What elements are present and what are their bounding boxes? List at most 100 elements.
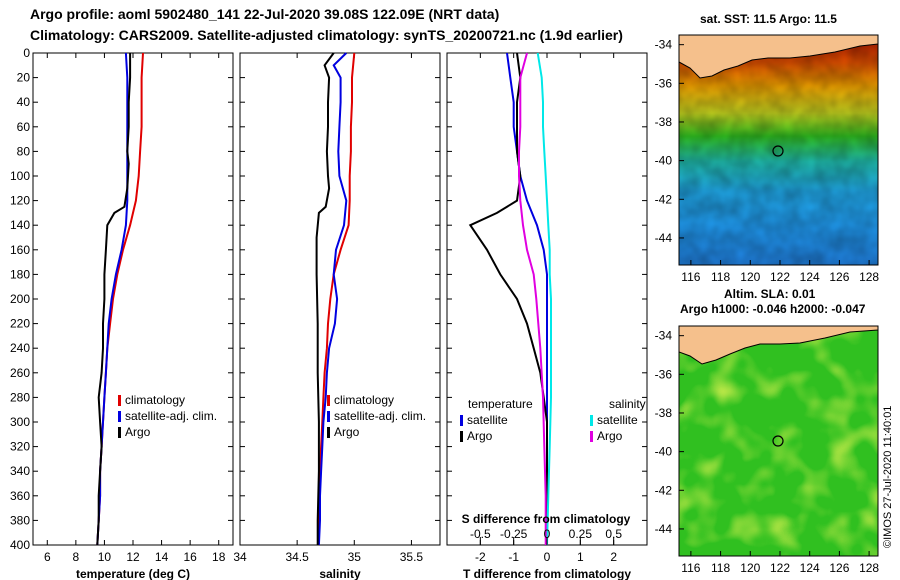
y-tick-label: 0 — [23, 46, 30, 60]
lon-tick-label: 126 — [829, 561, 849, 575]
legend-label: Argo — [597, 429, 623, 443]
series-line-climatology — [317, 52, 356, 545]
series-line-temperature-argo — [468, 52, 548, 545]
x-tick-label: 16 — [183, 550, 197, 564]
x-tick-label: -2 — [475, 550, 486, 564]
y-tick-label: 200 — [10, 292, 30, 306]
x-tick-label: 2 — [610, 550, 617, 564]
lat-tick-label: -42 — [655, 483, 673, 497]
series-line-argo — [315, 52, 335, 545]
legend-swatch — [327, 411, 330, 422]
legend-swatch — [118, 395, 121, 406]
y-tick-label: 180 — [10, 267, 30, 281]
legend-label: Argo — [467, 429, 493, 443]
lon-tick-label: 116 — [681, 561, 700, 575]
lat-tick-label: -40 — [655, 154, 673, 168]
sst-map-frame — [678, 34, 879, 266]
lon-tick-label: 128 — [859, 561, 879, 575]
profile-panels: 0204060801001201401601802002202402602803… — [10, 46, 648, 580]
sla-profile-marker — [772, 435, 784, 447]
legend-swatch — [118, 427, 121, 438]
sst-coastline-land — [679, 35, 878, 79]
y-tick-label: 300 — [10, 415, 30, 429]
x-tick-label: 14 — [155, 550, 169, 564]
legend-swatch — [118, 411, 121, 422]
lat-tick-label: -36 — [655, 367, 673, 381]
legend-label: satellite-adj. clim. — [125, 409, 217, 423]
y-tick-label: 20 — [17, 71, 31, 85]
lat-tick-label: -44 — [655, 231, 673, 245]
y-tick-label: 60 — [17, 120, 31, 134]
y-tick-label: 100 — [10, 169, 30, 183]
legend-header: salinity — [609, 397, 646, 411]
profile-panel-1: 0 20 40 60 80 100 120 140 160 180 200 220 240 260 280 3… — [10, 46, 234, 580]
series-line-argo — [96, 53, 132, 546]
secondary-tick-label: -0.25 — [500, 527, 528, 541]
legend-swatch — [460, 415, 463, 426]
secondary-tick-label: 0.25 — [569, 527, 593, 541]
lon-tick-label: 122 — [770, 270, 790, 284]
x-tick-label: 8 — [73, 550, 80, 564]
lon-tick-label: 122 — [770, 561, 790, 575]
x-tick-label: 0 — [544, 550, 551, 564]
y-tick-label: 260 — [10, 366, 30, 380]
sst-map-label: sat. SST: 11.5 Argo: 11.5 — [700, 12, 837, 26]
sst-map — [679, 35, 878, 265]
legend-swatch — [327, 395, 330, 406]
series-line-salinity-argo — [518, 52, 547, 545]
x-axis-label: salinity — [319, 567, 361, 580]
x-axis-label: temperature (deg C) — [76, 567, 190, 580]
y-tick-label: 80 — [17, 144, 31, 158]
lat-tick-label: -38 — [655, 406, 673, 420]
x-tick-label: 35.5 — [400, 550, 424, 564]
sst-profile-marker — [772, 145, 784, 157]
secondary-tick-label: 0 — [544, 527, 551, 541]
lat-tick-label: -38 — [655, 115, 673, 129]
lat-tick-label: -42 — [655, 192, 673, 206]
lon-tick-label: 128 — [859, 270, 879, 284]
y-tick-label: 140 — [10, 218, 30, 232]
legend-label: climatology — [334, 393, 394, 407]
x-tick-label: 10 — [98, 550, 112, 564]
legend-label: Argo — [125, 425, 151, 439]
series-line-salinity-satellite — [536, 52, 552, 546]
x-tick-label: -1 — [508, 550, 519, 564]
sla-map-frame — [678, 325, 879, 557]
x-axis-label: T difference from climatology — [463, 567, 631, 580]
legend-label: Argo — [334, 425, 360, 439]
y-tick-label: 380 — [10, 513, 30, 527]
legend-swatch — [590, 431, 593, 442]
y-tick-label: 240 — [10, 341, 30, 355]
secondary-axis-label: S difference from climatology — [462, 512, 631, 526]
x-tick-label: 12 — [126, 550, 140, 564]
secondary-tick-label: -0.5 — [470, 527, 491, 541]
legend-label: satellite-adj. clim. — [334, 409, 426, 423]
sla-map — [679, 326, 878, 556]
map-2-ticks: -34 -36 -38 -40 -42 -44 116 118 120 122 124 126 128 — [655, 329, 880, 575]
x-tick-label: 6 — [44, 550, 51, 564]
panel-frame — [32, 52, 234, 546]
x-tick-label: 34.5 — [285, 550, 309, 564]
lat-tick-label: -34 — [655, 38, 673, 52]
y-tick-label: 320 — [10, 440, 30, 454]
lat-tick-label: -34 — [655, 329, 673, 343]
lon-tick-label: 124 — [800, 270, 820, 284]
title-line-2: Climatology: CARS2009. Satellite-adjuste… — [30, 27, 623, 43]
y-tick-label: 340 — [10, 464, 30, 478]
secondary-tick-label: 0.5 — [605, 527, 622, 541]
profile-panel-2: 34 34.5 35 35.5 salinity climatology satellite… — [233, 52, 441, 580]
lon-tick-label: 118 — [711, 270, 730, 284]
x-tick-label: 34 — [233, 550, 247, 564]
lon-tick-label: 118 — [711, 561, 730, 575]
legend-swatch — [327, 427, 330, 438]
lon-tick-label: 124 — [800, 561, 820, 575]
y-tick-label: 360 — [10, 489, 30, 503]
sla-texture — [679, 326, 878, 556]
y-tick-label: 40 — [17, 95, 31, 109]
y-tick-label: 220 — [10, 317, 30, 331]
sla-map-label-2: Argo h1000: -0.046 h2000: -0.047 — [680, 302, 866, 316]
x-tick-label: 35 — [348, 550, 362, 564]
map-1-ticks: -34 -36 -38 -40 -42 -44 116 118 120 122 124 126 128 — [655, 38, 880, 284]
